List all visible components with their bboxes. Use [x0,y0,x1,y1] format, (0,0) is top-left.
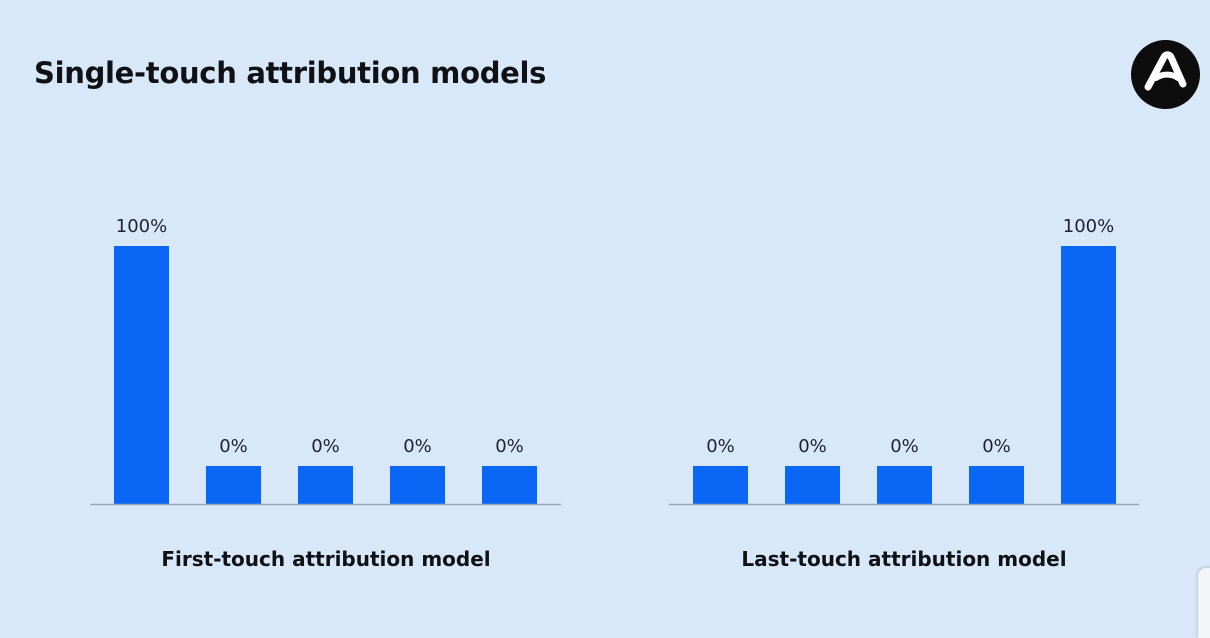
bar [969,466,1024,504]
chart-first-touch: 100% 0% 0% 0% 0% First-touch attribution mode… [90,216,561,571]
brand-a-logo-icon [1131,40,1200,109]
data-label: 0% [890,436,919,457]
data-label: 0% [495,436,524,457]
data-label: 100% [116,216,167,237]
bar [693,466,748,504]
bar [206,466,261,504]
data-label: 0% [219,436,248,457]
data-label: 0% [706,436,735,457]
chart-last-touch: 0% 0% 0% 0% 100% Last-touch attribution model [669,216,1139,571]
page-title: Single-touch attribution models [34,56,547,90]
x-axis-label: First-touch attribution model [161,547,490,571]
data-label: 100% [1063,216,1114,237]
bar [877,466,932,504]
x-axis-label: Last-touch attribution model [741,547,1066,571]
bar [1061,246,1116,504]
bar [482,466,537,504]
corner-card [1198,568,1210,638]
bar [114,246,169,504]
data-label: 0% [403,436,432,457]
data-label: 0% [311,436,340,457]
bar [785,466,840,504]
bar [390,466,445,504]
data-label: 0% [798,436,827,457]
data-label: 0% [982,436,1011,457]
bar [298,466,353,504]
